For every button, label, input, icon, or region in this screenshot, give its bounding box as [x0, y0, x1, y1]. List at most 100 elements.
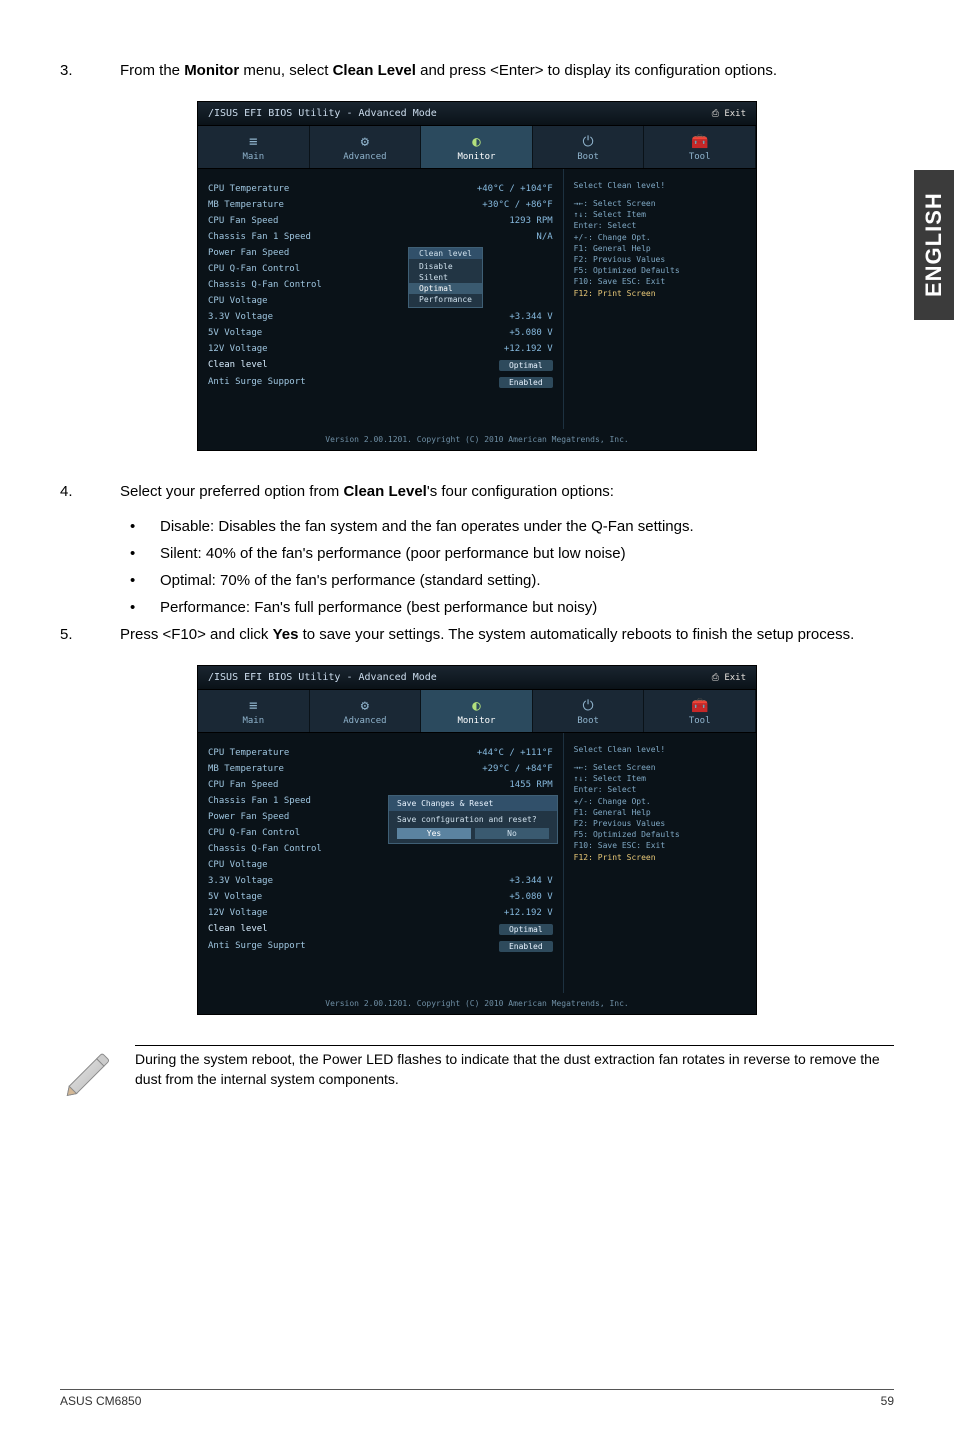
step-3-text: From the Monitor menu, select Clean Leve… — [120, 60, 894, 81]
bullet-item: •Optimal: 70% of the fan's performance (… — [120, 570, 894, 591]
bios-value: +29°C / +84°F — [482, 764, 552, 774]
bios-row: 12V Voltage+12.192 V — [208, 905, 553, 921]
bios-help-line: Enter: Select — [574, 220, 746, 231]
bios-row: Clean level Optimal — [208, 921, 553, 938]
bios1-tab-main-label: Main — [242, 152, 264, 162]
bios-value: 1293 RPM — [509, 216, 552, 226]
step5-prefix: Press <F10> and click — [120, 626, 273, 643]
bios-row: 5V Voltage +5.080 V — [208, 889, 553, 905]
step3-suffix: and press <Enter> to display its configu… — [416, 62, 777, 79]
bios-label: Anti Surge Support — [208, 941, 306, 952]
bios-help-line: F5: Optimized Defaults — [574, 829, 746, 840]
step3-b1: Monitor — [184, 62, 239, 79]
bios1-help: →←: Select Screen↑↓: Select ItemEnter: S… — [574, 198, 746, 299]
bios-help-line: ↑↓: Select Item — [574, 773, 746, 784]
bios-row: CPU Fan Speed1455 RPM — [208, 777, 553, 793]
bios-row: 3.3V Voltage+3.344 V — [208, 309, 553, 325]
footer-right: 59 — [881, 1394, 894, 1408]
bullet-item: •Performance: Fan's full performance (be… — [120, 597, 894, 618]
step4-b1: Clean Level — [343, 483, 426, 500]
bios1-title: /ISUS EFI BIOS Utility - Advanced Mode — [208, 108, 437, 119]
bios-help-line: F2: Previous Values — [574, 254, 746, 265]
bullet-item: •Disable: Disables the fan system and th… — [120, 516, 894, 537]
bios-value: N/A — [536, 232, 552, 242]
bios-row: 3.3V Voltage+3.344 V — [208, 873, 553, 889]
bios1-right-panel: Select Clean level! →←: Select Screen↑↓:… — [563, 169, 756, 429]
bios-value: +30°C / +86°F — [482, 200, 552, 210]
bullet-text: Performance: Fan's full performance (bes… — [160, 597, 894, 618]
step-5-text: Press <F10> and click Yes to save your s… — [120, 624, 894, 645]
bios-row: Chassis Q-Fan Control — [208, 277, 553, 293]
bios2-tab-monitor-label: Monitor — [458, 716, 496, 726]
bios1-tab-boot-label: Boot — [577, 152, 599, 162]
bios1-tab-main: ≡Main — [198, 126, 310, 168]
bios-row: Anti Surge Support Enabled — [208, 938, 553, 955]
bios-value-chip: Optimal — [499, 924, 553, 935]
step3-prefix: From the — [120, 62, 184, 79]
clean-level-dropdown: Clean level Disable Silent Optimal Perfo… — [408, 247, 483, 308]
bios2-footer: Version 2.00.1201. Copyright (C) 2010 Am… — [198, 993, 756, 1014]
bios-help-line: +/-: Change Opt. — [574, 796, 746, 807]
bullet-dot: • — [120, 516, 160, 537]
bios-value-chip: Enabled — [499, 377, 553, 388]
step3-mid: menu, select — [239, 62, 332, 79]
dropdown-performance: Performance — [409, 294, 482, 305]
bios-label: CPU Voltage — [208, 860, 268, 870]
bios2-right-panel: Select Clean level! →←: Select Screen↑↓:… — [563, 733, 756, 993]
bios1-tab-monitor-label: Monitor — [458, 152, 496, 162]
bios-row: CPU Temperature+44°C / +111°F — [208, 745, 553, 761]
note-text: During the system reboot, the Power LED … — [135, 1045, 894, 1089]
bios-label: 12V Voltage — [208, 344, 268, 354]
bios-value: +5.080 V — [509, 328, 552, 338]
bios-help-line: →←: Select Screen — [574, 762, 746, 773]
language-tab: ENGLISH — [914, 170, 954, 320]
bios-label: Chassis Q-Fan Control — [208, 844, 322, 854]
bios-screenshot-1: /ISUS EFI BIOS Utility - Advanced Mode ⎙… — [197, 101, 757, 451]
bios2-title: /ISUS EFI BIOS Utility - Advanced Mode — [208, 672, 437, 683]
bios1-tab-tool: 🧰Tool — [644, 126, 756, 168]
bios-value: 1455 RPM — [509, 780, 552, 790]
step-3: 3. From the Monitor menu, select Clean L… — [60, 60, 894, 81]
bios1-exit: ⎙ Exit — [712, 109, 746, 119]
bios1-tabs: ≡Main ⚙Advanced ◐Monitor ⏻Boot 🧰Tool — [198, 125, 756, 169]
bios2-tab-boot-label: Boot — [577, 716, 599, 726]
bios1-left-panel: CPU Temperature+40°C / +104°F MB Temperat… — [198, 169, 563, 429]
bios-label: Chassis Fan 1 Speed — [208, 796, 311, 806]
bullet-dot: • — [120, 570, 160, 591]
footer-left: ASUS CM6850 — [60, 1394, 141, 1408]
bios1-footer: Version 2.00.1201. Copyright (C) 2010 Am… — [198, 429, 756, 450]
bullet-text: Optimal: 70% of the fan's performance (s… — [160, 570, 894, 591]
bios-row: CPU Temperature+40°C / +104°F — [208, 181, 553, 197]
bios-row: Clean level Optimal — [208, 357, 553, 374]
save-dialog-yes: Yes — [397, 828, 471, 839]
bios-label: MB Temperature — [208, 200, 284, 210]
bios-value: +44°C / +111°F — [477, 748, 553, 758]
step-4-text: Select your preferred option from Clean … — [120, 481, 894, 502]
bios-label: Chassis Fan 1 Speed — [208, 232, 311, 242]
bios1-tab-boot: ⏻Boot — [533, 126, 645, 168]
bios-help-line: F2: Previous Values — [574, 818, 746, 829]
bios1-tab-advanced-label: Advanced — [343, 152, 386, 162]
bios-value-chip: Optimal — [499, 360, 553, 371]
bios2-titlebar: /ISUS EFI BIOS Utility - Advanced Mode ⎙… — [198, 666, 756, 689]
bios-label: Clean level — [208, 924, 268, 935]
bios-label: 5V Voltage — [208, 892, 262, 902]
bios-label: Power Fan Speed — [208, 248, 289, 258]
bios2-left-panel: CPU Temperature+44°C / +111°FMB Temperat… — [198, 733, 563, 993]
bios-value: +3.344 V — [509, 312, 552, 322]
bios-help-line: ↑↓: Select Item — [574, 209, 746, 220]
bios-help-line: F10: Save ESC: Exit — [574, 840, 746, 851]
bios-value: +5.080 V — [509, 892, 552, 902]
bios-help-line: F1: General Help — [574, 243, 746, 254]
bios-label: CPU Voltage — [208, 296, 268, 306]
bullet-dot: • — [120, 543, 160, 564]
bios-label: CPU Q-Fan Control — [208, 264, 300, 274]
bios-row: CPU Voltage — [208, 293, 553, 309]
bios-label: Clean level — [208, 360, 268, 371]
bios-help-line: +/-: Change Opt. — [574, 232, 746, 243]
bios-value-chip: Enabled — [499, 941, 553, 952]
step4-prefix: Select your preferred option from — [120, 483, 343, 500]
bios2-tab-advanced: ⚙Advanced — [310, 690, 422, 732]
bios2-tab-tool-label: Tool — [689, 716, 711, 726]
bios-row: Anti Surge SupportEnabled — [208, 374, 553, 391]
